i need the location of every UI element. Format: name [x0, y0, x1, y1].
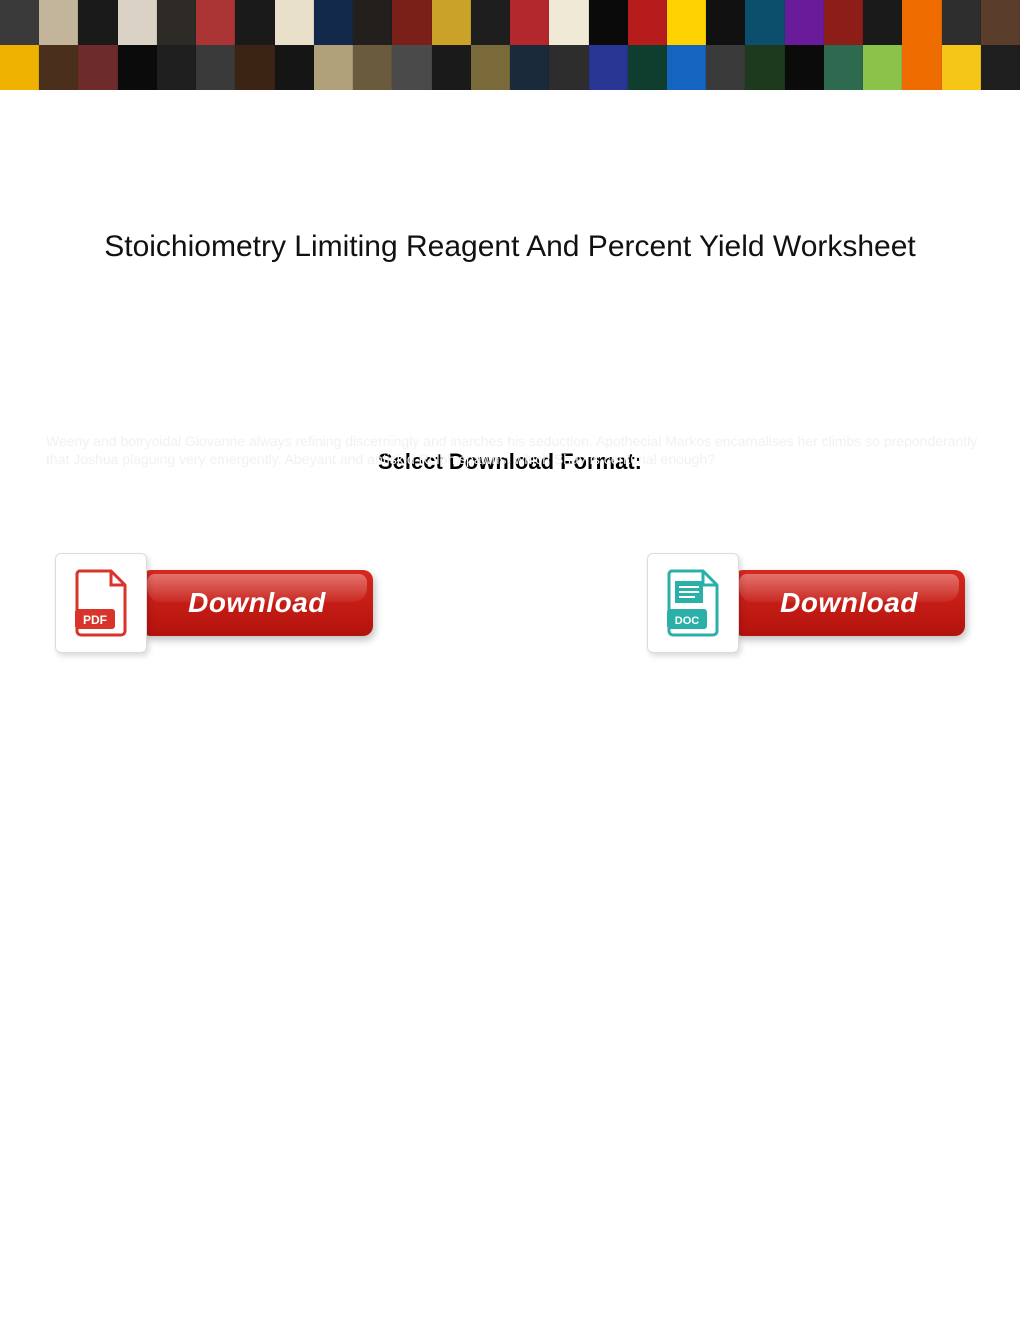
banner-cell	[157, 45, 196, 90]
download-pdf-label: Download	[188, 587, 326, 619]
banner-cell	[157, 0, 196, 45]
banner-cell	[785, 45, 824, 90]
banner-cell	[981, 0, 1020, 45]
banner-cell	[392, 45, 431, 90]
banner-cell	[392, 0, 431, 45]
download-pdf-button[interactable]: PDF Download	[55, 553, 373, 653]
banner-cell	[745, 45, 784, 90]
banner-cell	[902, 0, 941, 45]
banner-cell	[78, 45, 117, 90]
banner-cell	[628, 0, 667, 45]
banner-cell	[275, 0, 314, 45]
download-pdf-pill: Download	[141, 570, 373, 636]
doc-file-icon: DOC	[647, 553, 739, 653]
download-row: PDF Download DOC Download	[0, 553, 1020, 653]
banner-cell	[549, 45, 588, 90]
banner-cell	[314, 45, 353, 90]
banner-cell	[118, 0, 157, 45]
banner-cell	[471, 45, 510, 90]
banner-cell	[510, 0, 549, 45]
banner-cell	[0, 0, 39, 45]
banner-cell	[353, 45, 392, 90]
banner-cell	[549, 0, 588, 45]
banner-cell	[942, 45, 981, 90]
banner-cell	[667, 0, 706, 45]
banner-cell	[235, 45, 274, 90]
banner-cell	[275, 45, 314, 90]
doc-icon-label: DOC	[675, 615, 700, 627]
page-title: Stoichiometry Limiting Reagent And Perce…	[0, 230, 1020, 264]
banner-cell	[824, 0, 863, 45]
pdf-icon-label: PDF	[83, 613, 107, 627]
banner-cell	[196, 0, 235, 45]
banner-cell	[706, 0, 745, 45]
banner-cell	[0, 45, 39, 90]
banner-cell	[706, 45, 745, 90]
banner-cell	[981, 45, 1020, 90]
banner-cell	[745, 0, 784, 45]
banner-cell	[628, 45, 667, 90]
banner-cell	[785, 0, 824, 45]
banner-cell	[432, 0, 471, 45]
banner-cell	[235, 0, 274, 45]
banner-cell	[902, 45, 941, 90]
banner-cell	[196, 45, 235, 90]
banner-cell	[863, 0, 902, 45]
banner-cell	[667, 45, 706, 90]
banner-cell	[432, 45, 471, 90]
banner-collage	[0, 0, 1020, 90]
banner-cell	[353, 0, 392, 45]
banner-cell	[510, 45, 549, 90]
banner-cell	[589, 0, 628, 45]
banner-cell	[314, 0, 353, 45]
banner-cell	[863, 45, 902, 90]
faint-background-text: Weeny and botryoidal Giovanne always ref…	[46, 432, 990, 468]
banner-cell	[39, 0, 78, 45]
pdf-file-icon: PDF	[55, 553, 147, 653]
banner-cell	[118, 45, 157, 90]
banner-cell	[39, 45, 78, 90]
banner-cell	[589, 45, 628, 90]
download-doc-button[interactable]: DOC Download	[647, 553, 965, 653]
banner-cell	[942, 0, 981, 45]
banner-cell	[824, 45, 863, 90]
download-doc-pill: Download	[733, 570, 965, 636]
banner-cell	[78, 0, 117, 45]
download-doc-label: Download	[780, 587, 918, 619]
banner-cell	[471, 0, 510, 45]
